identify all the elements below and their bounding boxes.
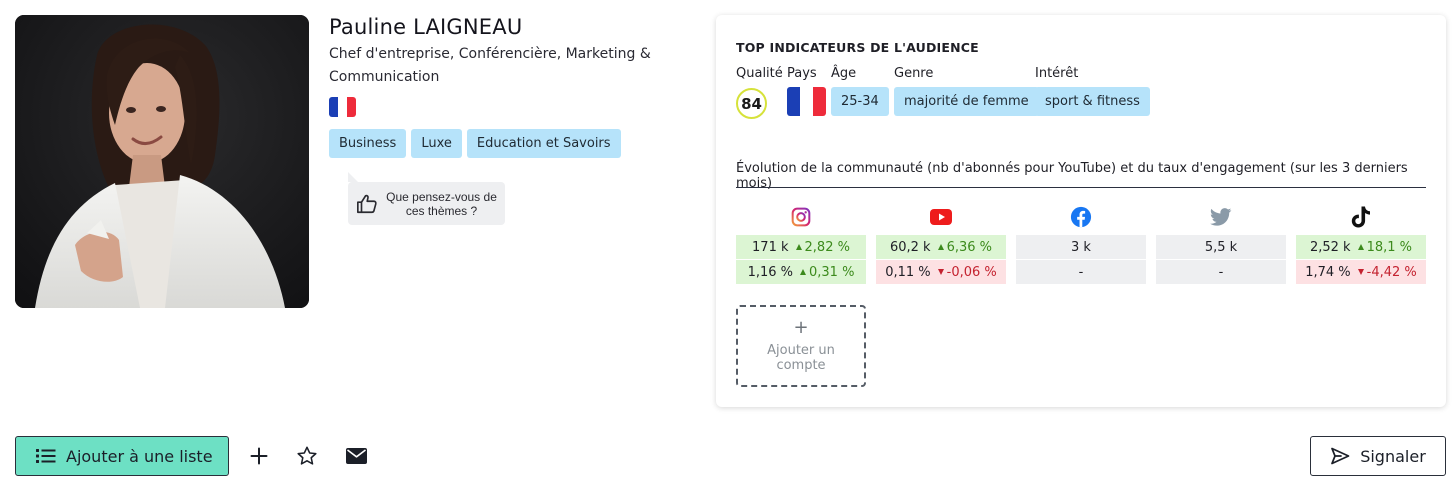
instagram-engagement-change: 0,31 % xyxy=(800,265,854,280)
gender-value: majorité de femme xyxy=(894,87,1039,116)
age-label: Âge xyxy=(831,66,857,81)
add-account-button[interactable]: + Ajouter un compte xyxy=(736,305,866,387)
profile-photo xyxy=(15,15,309,308)
social-column-youtube: 60,2 k 6,36 % 0,11 % -0,06 % xyxy=(876,205,1006,284)
add-account-label: Ajouter un compte xyxy=(767,343,835,373)
audience-title: TOP INDICATEURS DE L'AUDIENCE xyxy=(736,40,979,55)
tiktok-engagement-row: 1,74 % -4,42 % xyxy=(1296,260,1426,284)
audience-card: TOP INDICATEURS DE L'AUDIENCE Qualité Pa… xyxy=(716,15,1446,407)
add-button[interactable] xyxy=(247,444,271,468)
envelope-icon xyxy=(345,448,367,464)
facebook-followers: 3 k xyxy=(1071,239,1091,255)
evolution-divider xyxy=(736,187,1426,188)
profile-name: Pauline LAIGNEAU xyxy=(329,15,523,39)
tiktok-followers: 2,52 k xyxy=(1309,239,1351,255)
tiktok-followers-row: 2,52 k 18,1 % xyxy=(1296,235,1426,259)
instagram-followers: 171 k xyxy=(752,239,789,255)
gender-label: Genre xyxy=(894,66,934,81)
instagram-engagement-row: 1,16 % 0,31 % xyxy=(736,260,866,284)
feedback-text: Que pensez-vous de ces thèmes ? xyxy=(386,189,497,218)
profile-subtitle: Chef d'entreprise, Conférencière, Market… xyxy=(329,46,651,85)
twitter-followers-row: 5,5 k xyxy=(1156,235,1286,259)
tiktok-engagement-change: -4,42 % xyxy=(1357,265,1417,280)
favorite-button[interactable] xyxy=(295,444,319,468)
instagram-icon[interactable] xyxy=(736,205,866,229)
plus-icon: + xyxy=(793,317,809,338)
profile-photo-illustration xyxy=(15,15,309,308)
youtube-followers-change: 6,36 % xyxy=(937,240,992,255)
youtube-followers-row: 60,2 k 6,36 % xyxy=(876,235,1006,259)
add-to-list-label: Ajouter à une liste xyxy=(66,446,213,466)
france-flag-icon xyxy=(329,97,356,117)
twitter-engagement-row: - xyxy=(1156,260,1286,284)
quality-label: Qualité xyxy=(736,66,783,81)
tag-luxe[interactable]: Luxe xyxy=(411,129,462,158)
interest-label: Intérêt xyxy=(1035,66,1079,81)
add-to-list-button[interactable]: Ajouter à une liste xyxy=(15,436,229,476)
report-button[interactable]: Signaler xyxy=(1310,436,1446,476)
youtube-engagement-change: -0,06 % xyxy=(937,265,997,280)
social-column-instagram: 171 k 2,82 % 1,16 % 0,31 % xyxy=(736,205,866,284)
social-column-tiktok: 2,52 k 18,1 % 1,74 % -4,42 % xyxy=(1296,205,1426,284)
social-column-twitter: 5,5 k - xyxy=(1156,205,1286,284)
theme-tags: Business Luxe Education et Savoirs xyxy=(329,129,689,158)
list-icon xyxy=(36,449,56,463)
star-icon xyxy=(297,446,317,465)
report-label: Signaler xyxy=(1360,446,1426,466)
profile-info: Pauline LAIGNEAU Chef d'entreprise, Conf… xyxy=(329,14,689,158)
tag-education[interactable]: Education et Savoirs xyxy=(466,129,621,158)
thumbs-up-icon xyxy=(357,194,377,213)
instagram-followers-change: 2,82 % xyxy=(795,240,850,255)
facebook-icon[interactable] xyxy=(1016,205,1146,229)
plus-icon xyxy=(250,447,268,465)
twitter-followers: 5,5 k xyxy=(1204,239,1238,255)
audience-france-flag-icon xyxy=(787,87,826,116)
send-flag-icon xyxy=(1331,447,1350,465)
email-button[interactable] xyxy=(344,444,368,468)
instagram-followers-row: 171 k 2,82 % xyxy=(736,235,866,259)
themes-feedback-button[interactable]: Que pensez-vous de ces thèmes ? xyxy=(348,172,505,225)
twitter-icon[interactable] xyxy=(1156,205,1286,229)
instagram-engagement: 1,16 % xyxy=(747,264,793,280)
tag-business[interactable]: Business xyxy=(329,129,407,158)
youtube-icon[interactable] xyxy=(876,205,1006,229)
youtube-engagement-row: 0,11 % -0,06 % xyxy=(876,260,1006,284)
twitter-engagement: - xyxy=(1218,264,1224,280)
facebook-engagement: - xyxy=(1078,264,1084,280)
social-stats: 171 k 2,82 % 1,16 % 0,31 % 60,2 k 6,36 % xyxy=(736,205,1426,284)
tiktok-engagement: 1,74 % xyxy=(1305,264,1351,280)
facebook-engagement-row: - xyxy=(1016,260,1146,284)
facebook-followers-row: 3 k xyxy=(1016,235,1146,259)
quality-score-badge: 84 xyxy=(736,88,767,119)
social-column-facebook: 3 k - xyxy=(1016,205,1146,284)
tiktok-followers-change: 18,1 % xyxy=(1357,240,1412,255)
interest-value: sport & fitness xyxy=(1035,87,1150,116)
country-label: Pays xyxy=(787,66,817,81)
tiktok-icon[interactable] xyxy=(1296,205,1426,229)
age-value: 25-34 xyxy=(831,87,889,116)
youtube-engagement: 0,11 % xyxy=(885,264,931,280)
youtube-followers: 60,2 k xyxy=(889,239,931,255)
